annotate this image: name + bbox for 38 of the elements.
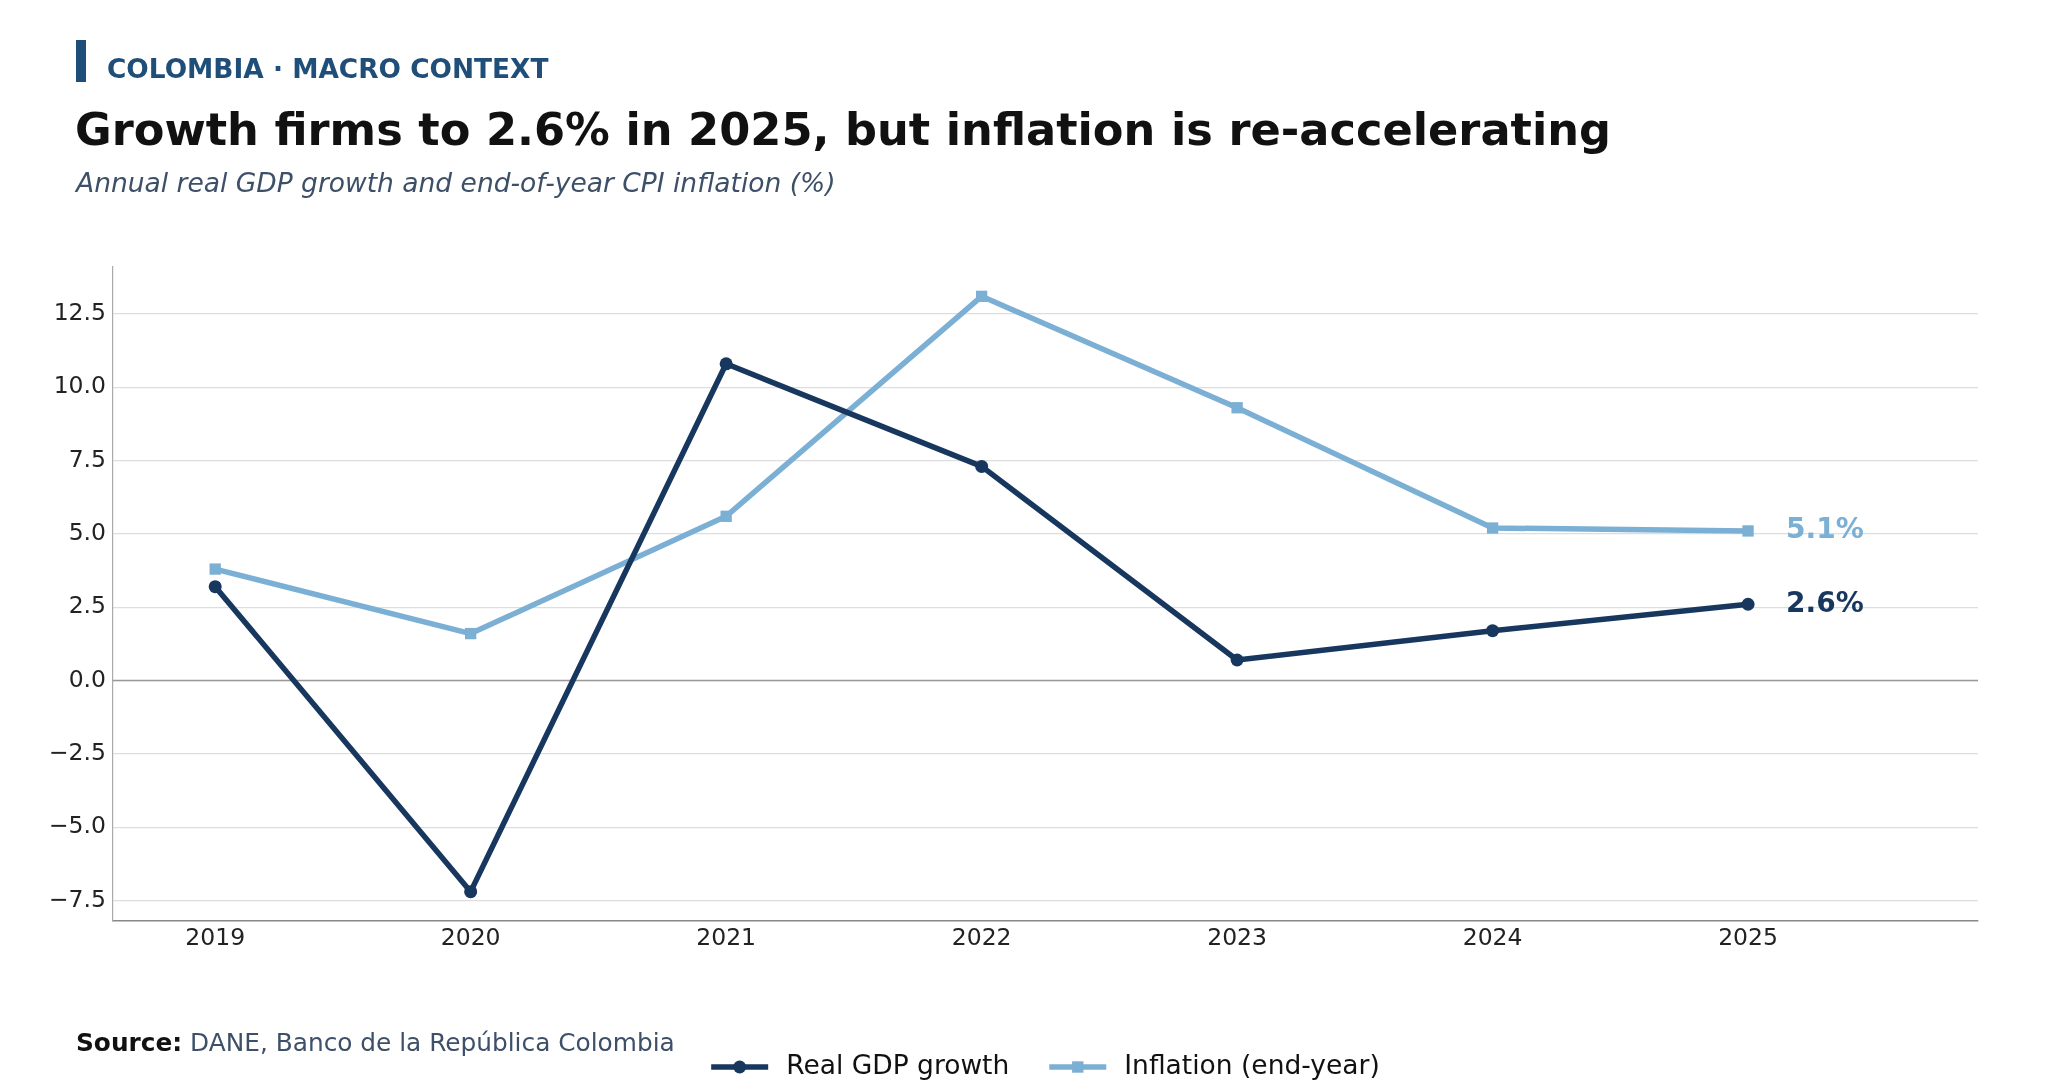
- data-label: 5.1%: [1786, 512, 1864, 546]
- point: [719, 357, 733, 371]
- y-tick-label: 2.5: [68, 591, 106, 620]
- x-tick-label: 2021: [696, 923, 757, 952]
- y-tick-label: −7.5: [48, 884, 106, 913]
- y-tick-label: 7.5: [68, 444, 106, 473]
- point: [1230, 653, 1244, 667]
- point: [1742, 525, 1754, 537]
- y-tick-label: 10.0: [53, 371, 106, 400]
- point: [975, 290, 988, 302]
- source-note: Source: DANE, Banco de la República Colombia: [76, 1028, 675, 1058]
- x-tick-label: 2019: [185, 923, 246, 952]
- x-tick-label: 2022: [951, 923, 1012, 952]
- point: [1231, 402, 1243, 414]
- point: [208, 580, 222, 594]
- chart-subtitle: Annual real GDP growth and end-of-year CPI inflation (%): [76, 166, 836, 198]
- text: COLOMBIA · MACRO CONTEXT: [107, 52, 549, 84]
- legend-label: Real GDP growth: [786, 1048, 1010, 1080]
- point: [1486, 522, 1499, 534]
- x-tick-label: 2024: [1462, 923, 1523, 952]
- point: [465, 627, 477, 640]
- y-tick-label: −5.0: [48, 811, 106, 840]
- point: [209, 563, 221, 575]
- x-tick-label: 2023: [1207, 923, 1268, 952]
- point: [464, 885, 478, 899]
- legend-label: Inflation (end-year): [1124, 1048, 1380, 1080]
- point: [1486, 624, 1500, 638]
- chart-title: Growth firms to 2.6% in 2025, but inflation is re-accelerating: [75, 104, 1612, 157]
- x-tick-label: 2020: [440, 923, 501, 952]
- y-tick-label: 0.0: [68, 664, 106, 693]
- data-label: 2.6%: [1786, 585, 1864, 619]
- point: [720, 510, 732, 522]
- point: [1741, 597, 1755, 611]
- y-tick-label: 5.0: [68, 517, 106, 546]
- x-tick-label: 2025: [1718, 923, 1778, 952]
- y-tick-label: −2.5: [48, 737, 106, 766]
- y-tick-label: 12.5: [53, 298, 106, 327]
- point: [975, 459, 989, 473]
